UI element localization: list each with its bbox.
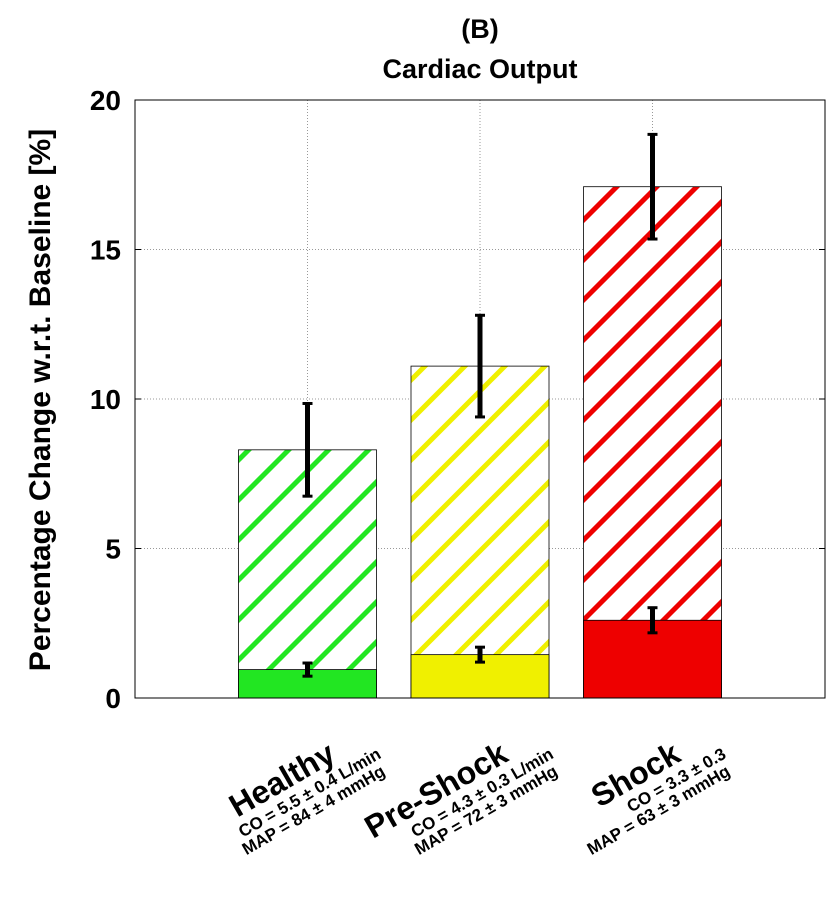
y-tick-label: 0 — [105, 683, 121, 714]
y-tick-label: 10 — [90, 384, 121, 415]
bar — [410, 365, 550, 699]
chart-subtitle: Cardiac Output — [382, 54, 577, 84]
chart-title: (B) — [461, 14, 498, 44]
y-tick-label: 15 — [90, 235, 121, 266]
y-tick-label: 5 — [105, 534, 121, 565]
axes-box — [134, 99, 826, 699]
y-axis-label: Percentage Change w.r.t. Baseline [%] — [24, 129, 57, 671]
y-tick-label: 20 — [90, 85, 121, 116]
bar — [238, 669, 377, 699]
